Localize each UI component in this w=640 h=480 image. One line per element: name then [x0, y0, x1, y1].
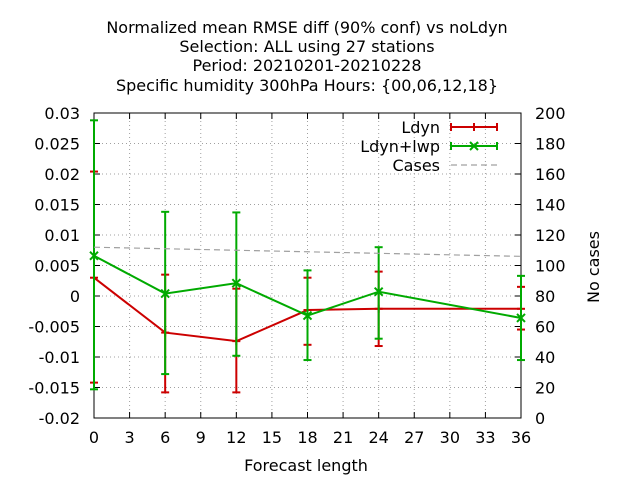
point-marker — [469, 141, 479, 151]
series-line — [93, 276, 521, 343]
y-tick-label: 0.02 — [44, 165, 80, 184]
x-tick-label: 21 — [333, 428, 353, 447]
series — [89, 119, 526, 394]
y2-tick-label: 180 — [535, 135, 566, 154]
y2-tick-label: 200 — [535, 104, 566, 123]
y-tick-label: 0.005 — [34, 257, 80, 276]
x-tick-label: 6 — [160, 428, 170, 447]
point-marker — [302, 310, 313, 321]
y-tick-label: -0.015 — [28, 379, 80, 398]
x-axis-label: Forecast length — [244, 456, 368, 475]
point-marker — [231, 278, 242, 288]
legend-entry-cases: Cases — [393, 156, 497, 175]
x-tick-label: 3 — [124, 428, 134, 447]
y2-axis-label: No cases — [584, 231, 603, 303]
y2-tick-label: 160 — [535, 165, 566, 184]
point-marker — [89, 251, 99, 261]
y2-tick-label: 140 — [535, 196, 566, 215]
title-line-3: Period: 20210201-20210228 — [192, 56, 421, 75]
y2-tick-label: 40 — [535, 348, 555, 367]
y-tick-label: 0.025 — [34, 135, 80, 154]
title-line-1: Normalized mean RMSE diff (90% conf) vs … — [106, 18, 507, 37]
x-tick-label: 33 — [475, 428, 495, 447]
x-tick-label: 0 — [89, 428, 99, 447]
y-tick-label: 0.03 — [44, 104, 80, 123]
y2-tick-label: 0 — [535, 409, 545, 428]
y-tick-label: 0.01 — [44, 226, 80, 245]
y-tick-label: -0.005 — [28, 318, 80, 337]
y2-tick-label: 120 — [535, 226, 566, 245]
x-tick-label: 30 — [440, 428, 460, 447]
point-marker — [516, 313, 526, 323]
series-cases — [93, 246, 522, 257]
legend-label: Ldyn+lwp — [360, 137, 440, 156]
legend-entry-ldyn-lwp: Ldyn+lwp — [360, 137, 498, 156]
legend-entry-ldyn: Ldyn — [401, 118, 498, 137]
point-marker — [373, 287, 384, 297]
chart-title: Normalized mean RMSE diff (90% conf) vs … — [106, 18, 507, 95]
y-tick-label: 0 — [70, 287, 80, 306]
y-tick-label: -0.02 — [39, 409, 80, 428]
x-tick-label: 27 — [404, 428, 424, 447]
title-line-2: Selection: ALL using 27 stations — [179, 37, 434, 56]
y-tick-label: -0.01 — [39, 348, 80, 367]
y-tick-label: 0.015 — [34, 196, 80, 215]
x-tick-label: 24 — [368, 428, 388, 447]
y2-tick-label: 60 — [535, 318, 555, 337]
x-tick-label: 18 — [297, 428, 317, 447]
tick-labels: 0 3 6 9 12 15 18 21 24 27 30 33 36-0.02-0.015-0.01-0… — [28, 104, 565, 447]
grid — [94, 113, 521, 418]
x-tick-label: 9 — [196, 428, 206, 447]
y2-tick-label: 20 — [535, 379, 555, 398]
y2-tick-label: 100 — [535, 257, 566, 276]
x-tick-label: 36 — [511, 428, 531, 447]
legend-label: Cases — [393, 156, 441, 175]
series-line — [93, 254, 522, 319]
x-tick-label: 15 — [262, 428, 282, 447]
legend-label: Ldyn — [401, 118, 440, 137]
x-tick-label: 12 — [226, 428, 246, 447]
point-marker — [160, 288, 170, 299]
series-line — [93, 246, 522, 257]
y2-tick-label: 80 — [535, 287, 555, 306]
series-ldyn-lwp — [89, 119, 526, 391]
title-line-4: Specific humidity 300hPa Hours: {00,06,1… — [116, 76, 498, 95]
